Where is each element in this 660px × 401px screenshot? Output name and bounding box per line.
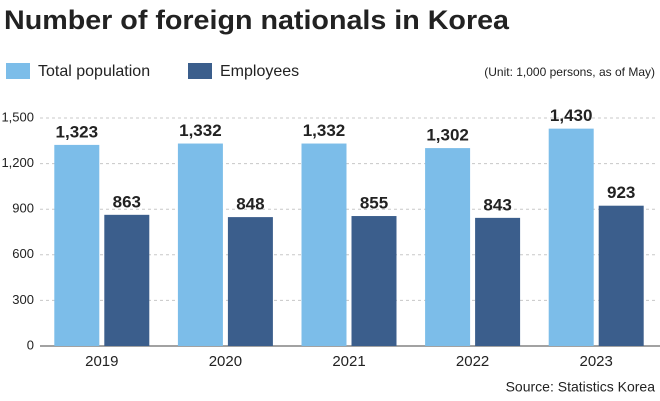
x-tick-label: 2021 xyxy=(332,353,365,370)
bar xyxy=(425,148,471,346)
value-label: 1,323 xyxy=(56,122,99,141)
bar xyxy=(301,143,347,346)
chart-title: Number of foreign nationals in Korea xyxy=(4,5,510,35)
bar xyxy=(104,214,150,346)
source: Source: Statistics Korea xyxy=(506,379,656,395)
legend-swatch xyxy=(6,63,30,79)
bar xyxy=(227,217,273,346)
value-label: 843 xyxy=(483,195,511,214)
legend-label: Total population xyxy=(38,63,150,80)
y-tick-label: 0 xyxy=(27,337,34,352)
bar xyxy=(548,128,594,346)
bar xyxy=(598,205,644,346)
value-label: 848 xyxy=(236,195,264,214)
y-tick-label: 900 xyxy=(12,201,34,216)
legend-swatch xyxy=(188,63,212,79)
value-label: 1,332 xyxy=(303,121,346,140)
value-label: 855 xyxy=(360,194,388,213)
y-tick-label: 1,500 xyxy=(1,109,34,124)
value-label: 1,332 xyxy=(179,121,222,140)
x-tick-label: 2020 xyxy=(209,353,242,370)
bar xyxy=(177,143,223,346)
y-tick-label: 1,200 xyxy=(1,155,34,170)
bar xyxy=(54,144,100,346)
x-tick-label: 2022 xyxy=(456,353,489,370)
value-label: 863 xyxy=(113,192,141,211)
y-tick-label: 600 xyxy=(12,246,34,261)
bar xyxy=(351,216,397,346)
unit-note: (Unit: 1,000 persons, as of May) xyxy=(484,65,655,79)
y-tick-label: 300 xyxy=(12,292,34,307)
legend-label: Employees xyxy=(220,63,299,80)
value-label: 1,430 xyxy=(550,106,593,125)
value-label: 1,302 xyxy=(426,126,469,145)
bar xyxy=(475,217,521,346)
x-tick-label: 2019 xyxy=(85,353,118,370)
x-tick-label: 2023 xyxy=(580,353,613,370)
value-label: 923 xyxy=(607,183,635,202)
